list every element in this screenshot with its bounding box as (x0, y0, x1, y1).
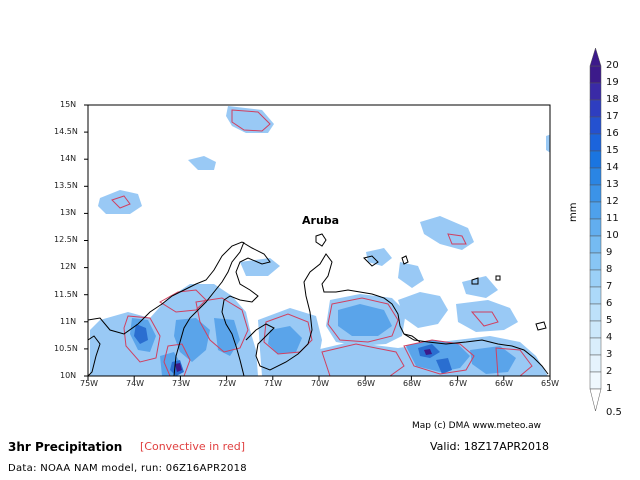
lon-label: 68W (403, 379, 422, 388)
scale-label: 17 (606, 111, 619, 122)
scale-swatch (589, 150, 602, 169)
precipitation-layer (88, 106, 550, 376)
scale-min-arrow (589, 388, 602, 412)
scale-swatch (589, 133, 602, 152)
scale-swatch (589, 252, 602, 271)
scale-swatch (589, 82, 602, 101)
lat-label: 12N (60, 262, 77, 271)
lon-label: 66W (495, 379, 514, 388)
scale-label: 19 (606, 77, 619, 88)
scale-swatch (589, 320, 602, 339)
lon-label: 74W (126, 379, 145, 388)
scale-unit: mm (568, 202, 579, 222)
scale-label: 12 (606, 196, 619, 207)
scale-swatch (589, 286, 602, 305)
place-label-aruba: Aruba (302, 214, 340, 227)
scale-label: 2 (606, 366, 613, 377)
scale-label: 8 (606, 264, 613, 275)
scale-label: 14 (606, 162, 619, 173)
data-source: Data: NOAA NAM model, run: 06Z16APR2018 (8, 463, 247, 474)
scale-label: 15 (606, 145, 619, 156)
scale-label: 3 (606, 349, 613, 360)
scale-swatch (589, 184, 602, 203)
scale-label: 4 (606, 332, 613, 343)
lon-label: 73W (172, 379, 191, 388)
lat-label: 10N (60, 371, 77, 380)
scale-label: 6 (606, 298, 613, 309)
lon-label: 71W (264, 379, 283, 388)
lat-label: 11.5N (54, 290, 78, 299)
map-credit: Map (c) DMA www.meteo.aw (412, 421, 541, 431)
scale-swatch (589, 235, 602, 254)
scale-swatch (589, 167, 602, 186)
scale-swatch (589, 354, 602, 373)
lat-label: 12.5N (54, 235, 78, 244)
lon-label: 65W (541, 379, 560, 388)
scale-swatch (589, 218, 602, 237)
scale-max-arrow (589, 47, 602, 67)
scale-label: 0.5 (606, 407, 622, 418)
scale-label: 18 (606, 94, 619, 105)
lon-label: 67W (449, 379, 468, 388)
lon-label: 75W (80, 379, 99, 388)
lon-label: 70W (311, 379, 330, 388)
chart-subtitle: [Convective in red] (140, 440, 245, 453)
chart-title: 3hr Precipitation (8, 440, 123, 454)
scale-label: 16 (606, 128, 619, 139)
scale-swatch (589, 337, 602, 356)
valid-time: Valid: 18Z17APR2018 (430, 440, 550, 453)
scale-label: 7 (606, 281, 613, 292)
scale-swatch (589, 116, 602, 135)
lat-label: 15N (60, 100, 77, 109)
scale-swatch (589, 371, 602, 390)
scale-label: 10 (606, 230, 619, 241)
scale-label: 5 (606, 315, 613, 326)
scale-label: 20 (606, 60, 619, 71)
lon-label: 69W (357, 379, 376, 388)
lon-label: 72W (218, 379, 237, 388)
lat-label: 10.5N (54, 344, 78, 353)
scale-label: 1 (606, 383, 613, 394)
scale-label: 11 (606, 213, 619, 224)
scale-label: 13 (606, 179, 619, 190)
scale-swatch (589, 303, 602, 322)
scale-swatch (589, 99, 602, 118)
lat-label: 13N (60, 208, 77, 217)
lat-label: 11N (60, 317, 77, 326)
scale-swatch (589, 269, 602, 288)
lat-label: 14N (60, 154, 77, 163)
lat-label: 14.5N (54, 127, 78, 136)
scale-swatch (589, 65, 602, 84)
scale-swatch (589, 201, 602, 220)
axis-ticks (84, 104, 551, 380)
lat-label: 13.5N (54, 181, 78, 190)
color-scale (589, 47, 602, 412)
scale-label: 9 (606, 247, 613, 258)
